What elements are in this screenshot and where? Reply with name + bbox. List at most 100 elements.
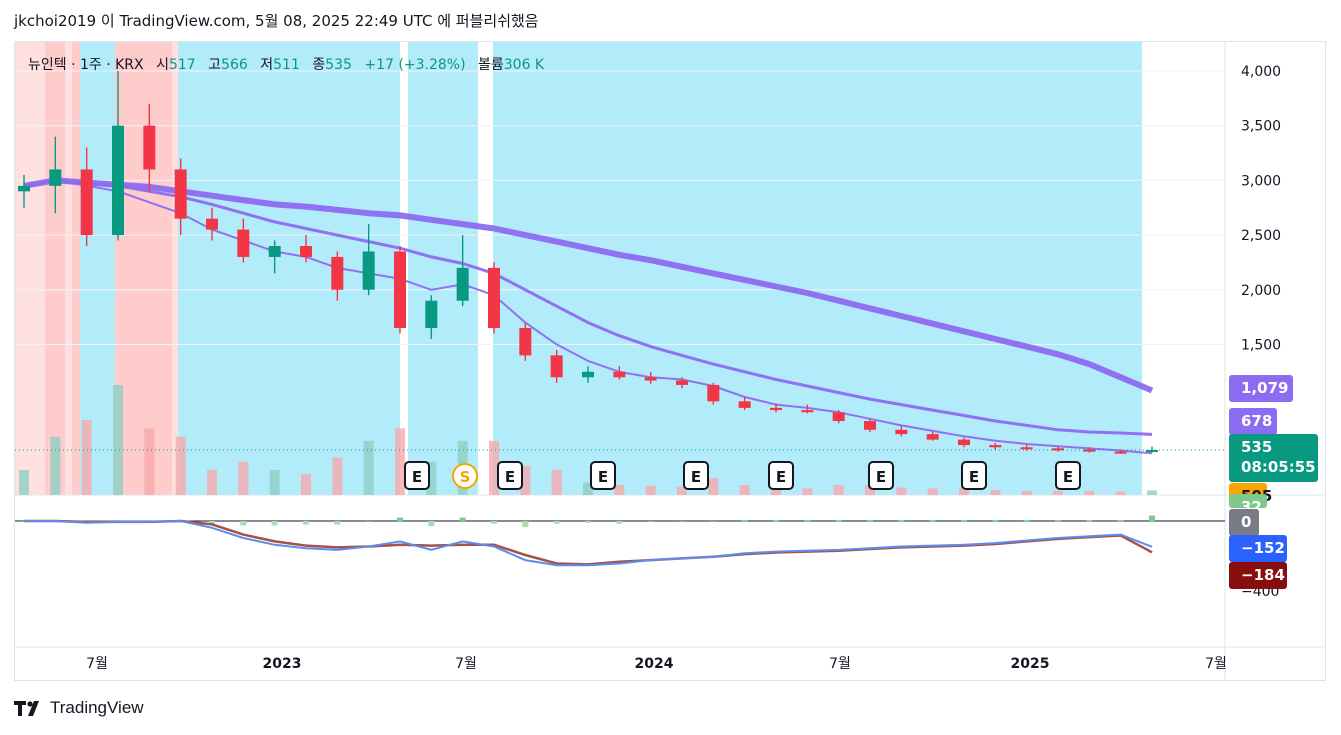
- band-6: [172, 42, 178, 495]
- macd-histogram-bar: [835, 520, 842, 522]
- volume-bar: [583, 482, 593, 495]
- earnings-marker-icon: [1055, 461, 1081, 490]
- macd-histogram-bar: [553, 521, 560, 524]
- low-value: 511: [273, 57, 300, 73]
- time-tick-label: 7월: [829, 656, 851, 672]
- earnings-marker-icon: [768, 461, 794, 490]
- band-0: [15, 42, 45, 495]
- volume-bar: [990, 490, 1001, 495]
- time-tick-label: 7월: [86, 656, 108, 672]
- candle-body: [1020, 447, 1033, 450]
- macd-value-badge: −152: [1229, 535, 1287, 562]
- macd-histogram-bar: [240, 521, 247, 526]
- volume-bar: [1147, 490, 1157, 495]
- candle-body: [1052, 448, 1064, 451]
- high-label: 고: [208, 57, 222, 73]
- band-1: [45, 42, 65, 495]
- ma-long-badge-text: 1,079: [1241, 379, 1288, 397]
- time-tick-label: 7월: [1205, 656, 1227, 672]
- candle-body: [331, 256, 344, 290]
- chart-frame[interactable]: [14, 41, 1326, 681]
- candle-body: [613, 371, 626, 378]
- ma-mid-badge-text: 678: [1241, 412, 1272, 430]
- macd-signal-badge-bg: [1229, 562, 1287, 589]
- volume-bar: [363, 440, 374, 495]
- moving-average-line-1: [23, 178, 1153, 436]
- tradingview-brand[interactable]: TradingView: [50, 698, 144, 717]
- volume-bar: [238, 461, 249, 495]
- event-marker-E: E: [497, 461, 523, 490]
- macd-histogram-bar: [710, 521, 717, 522]
- macd-histogram-bar: [647, 521, 654, 522]
- volume-bar: [1021, 490, 1032, 495]
- candle-body: [926, 434, 939, 440]
- event-marker-label: E: [969, 468, 979, 486]
- time-tick-label: 2023: [263, 656, 302, 672]
- open-label: 시: [156, 57, 169, 73]
- macd-histogram-bar: [522, 521, 529, 528]
- candle-body: [49, 169, 62, 186]
- candle-body: [738, 401, 751, 408]
- change-value: +17 (+3.28%): [364, 57, 466, 73]
- volume-bar: [833, 485, 844, 495]
- volume-bar: [708, 478, 719, 495]
- macd-line: [24, 519, 1153, 567]
- earnings-marker-icon: [683, 461, 709, 490]
- candle-body: [488, 267, 500, 329]
- candle-body: [237, 229, 250, 257]
- event-marker-label: E: [691, 468, 701, 486]
- event-marker-label: E: [505, 468, 515, 486]
- macd-histogram-bar: [1149, 515, 1155, 522]
- time-tick-label: 2024: [635, 656, 674, 672]
- macd-histogram-bar: [992, 520, 999, 522]
- candle-body: [425, 300, 438, 329]
- ma-mid-badge-bg: [1229, 408, 1277, 435]
- macd-signal-badge-text: −184: [1241, 566, 1285, 584]
- volume-label: 볼륨: [477, 57, 504, 73]
- candle-body: [644, 377, 657, 381]
- candle-body: [519, 328, 532, 356]
- event-marker-label: E: [776, 468, 786, 486]
- close-label: 종: [312, 57, 326, 73]
- macd-histogram-bar: [397, 517, 403, 522]
- symbol-name: 뉴인텍 · 1주 · KRX: [28, 57, 144, 73]
- earnings-marker-icon: [497, 461, 523, 490]
- candle-body: [300, 246, 312, 257]
- last-price-badge: 535 08:05:55: [1229, 434, 1318, 482]
- band-3: [72, 42, 80, 495]
- volume-bar: [896, 487, 907, 495]
- volume-bar: [1084, 490, 1095, 495]
- candle-body: [174, 169, 187, 219]
- volume-value: 306 K: [503, 57, 545, 73]
- volume-bar: [802, 488, 813, 495]
- macd-value-badge-text: −152: [1241, 539, 1285, 557]
- symbol-legend: 뉴인텍 · 1주 · KRX 시517 고566 저511 종535 +17 (…: [28, 54, 544, 74]
- macd-histogram-bar: [867, 520, 873, 522]
- macd-zero-badge-bg: [1229, 509, 1259, 536]
- volume-bar: [426, 461, 437, 495]
- moving-average-line-0: [23, 177, 1154, 394]
- split-marker-icon: [452, 463, 478, 489]
- macd-histogram-bar: [365, 521, 372, 522]
- event-marker-label: S: [460, 468, 471, 486]
- close-value: 535: [325, 57, 352, 73]
- time-tick-label: 7월: [455, 656, 477, 672]
- last-price-badge-text: 535: [1241, 438, 1272, 456]
- price-tick-label: 3,500: [1241, 119, 1281, 135]
- volume-bar: [301, 474, 311, 495]
- candle-body: [582, 371, 594, 378]
- volume-bar: [50, 436, 61, 495]
- macd-histogram-bar: [1117, 520, 1124, 522]
- volume-bar: [81, 420, 92, 495]
- earnings-marker-icon: [868, 461, 894, 490]
- band-7: [178, 42, 188, 495]
- event-marker-E: E: [868, 461, 894, 490]
- macd-histogram-bar: [741, 520, 748, 522]
- volume-bar: [645, 485, 656, 495]
- candle-body: [394, 251, 406, 329]
- price-tick-label: 3,000: [1241, 173, 1281, 189]
- low-label: 저: [260, 57, 274, 73]
- axes: 4,000 3,500 3,000 2,500 2,000 1,500 7월 2023 7월 20…: [86, 64, 1281, 672]
- macd-histogram-bar: [616, 521, 623, 524]
